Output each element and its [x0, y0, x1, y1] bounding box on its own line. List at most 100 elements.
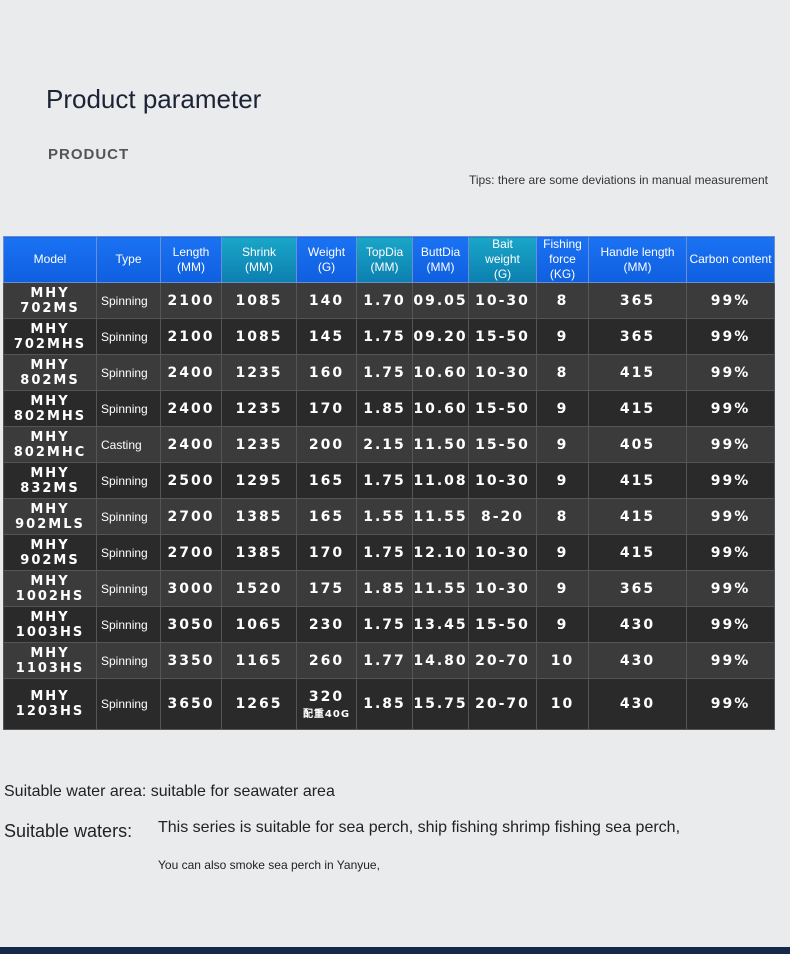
- cell-line: 802MS: [20, 372, 80, 388]
- table-cell: 10-30: [468, 570, 537, 607]
- data-row: MHY 802MHS Spinning 2400 1235 170 1.85 10.60 15-…: [3, 390, 775, 427]
- table-cell: Spinning: [96, 318, 161, 355]
- header-cell: Model: [3, 236, 97, 283]
- table-cell: Spinning: [96, 534, 161, 571]
- table-cell: MHY 802MS: [3, 354, 97, 391]
- cell-line: MHY: [30, 393, 70, 409]
- cell-line: MHY: [30, 357, 70, 373]
- table-cell: 15-50: [468, 606, 537, 643]
- cell-line: TopDia: [365, 244, 404, 259]
- cell-line: MHY: [30, 537, 70, 553]
- table-cell: 1.75: [356, 354, 413, 391]
- table-cell: 99%: [686, 354, 775, 391]
- table-cell: 2.15: [356, 426, 413, 463]
- table-cell: MHY 902MLS: [3, 498, 97, 535]
- cell-line: (MM): [426, 259, 455, 274]
- table-cell: 1065: [221, 606, 297, 643]
- table-cell: 170: [296, 534, 357, 571]
- table-cell: 405: [588, 426, 687, 463]
- cell-line: 320: [308, 688, 345, 705]
- header-cell: Type: [96, 236, 161, 283]
- table-cell: 1520: [221, 570, 297, 607]
- table-cell: 2700: [160, 498, 222, 535]
- cell-line: MHY: [30, 465, 70, 481]
- table-cell: 175: [296, 570, 357, 607]
- table-cell: 1385: [221, 498, 297, 535]
- cell-line: 1002HS: [15, 588, 85, 604]
- header-cell: Length (MM): [160, 236, 222, 283]
- table-cell: 15-50: [468, 426, 537, 463]
- table-cell: 1.55: [356, 498, 413, 535]
- table-cell: Spinning: [96, 606, 161, 643]
- cell-line: Carbon content: [689, 252, 772, 266]
- table-cell: 365: [588, 318, 687, 355]
- table-cell: 430: [588, 642, 687, 679]
- table-cell: 11.50: [412, 426, 469, 463]
- table-cell: 365: [588, 570, 687, 607]
- table-cell: 3650: [160, 678, 222, 730]
- table-cell: 9: [536, 426, 589, 463]
- cell-line: 802MHS: [13, 408, 87, 424]
- table-cell: 99%: [686, 678, 775, 730]
- table-cell: 99%: [686, 426, 775, 463]
- table-cell: MHY 1003HS: [3, 606, 97, 643]
- table-cell: 230: [296, 606, 357, 643]
- cell-line: MHY: [30, 609, 70, 625]
- table-cell: Casting: [96, 426, 161, 463]
- table-cell: 11.08: [412, 462, 469, 499]
- table-cell: 415: [588, 354, 687, 391]
- table-cell: 1.70: [356, 282, 413, 319]
- table-cell: 13.45: [412, 606, 469, 643]
- table-cell: 430: [588, 606, 687, 643]
- table-cell: Spinning: [96, 354, 161, 391]
- cell-line: Model: [33, 252, 67, 266]
- cell-line: Length: [172, 244, 210, 259]
- table-cell: 8-20: [468, 498, 537, 535]
- table-cell: 9: [536, 570, 589, 607]
- table-cell: 165: [296, 498, 357, 535]
- table-cell: 415: [588, 534, 687, 571]
- cell-line: 702MS: [20, 300, 80, 316]
- table-cell: 09.05: [412, 282, 469, 319]
- table-cell: Spinning: [96, 282, 161, 319]
- table-cell: 1085: [221, 318, 297, 355]
- table-cell: MHY 702MS: [3, 282, 97, 319]
- data-row: MHY 832MS Spinning 2500 1295 165 1.75 11.08 10-3…: [3, 462, 775, 499]
- tips: Tips: there are some deviations in manua…: [468, 173, 768, 187]
- table-cell: 1.85: [356, 390, 413, 427]
- cell-line: (MM): [245, 259, 273, 274]
- table-cell: 1165: [221, 642, 297, 679]
- cell-line: Fishing: [543, 237, 582, 252]
- table-cell: 10.60: [412, 390, 469, 427]
- table-cell: 2400: [160, 354, 222, 391]
- data-row: MHY 702MHS Spinning 2100 1085 145 1.75 09.20 15-…: [3, 318, 775, 355]
- table-cell: 12.10: [412, 534, 469, 571]
- data-row: MHY 702MS Spinning 2100 1085 140 1.70 09.05 10-3…: [3, 282, 775, 319]
- table-cell: 3050: [160, 606, 222, 643]
- water-area: Suitable water area: suitable for seawat…: [4, 783, 335, 800]
- table-cell: 9: [536, 462, 589, 499]
- table-cell: 99%: [686, 534, 775, 571]
- table-cell: 8: [536, 498, 589, 535]
- table-cell: 11.55: [412, 570, 469, 607]
- table-cell: 365: [588, 282, 687, 319]
- table-cell: MHY 1203HS: [3, 678, 97, 730]
- cell-line: MHY: [30, 321, 70, 337]
- cell-line: 802MHC: [13, 444, 87, 460]
- table-cell: 99%: [686, 318, 775, 355]
- waters-line: This series is suitable for sea perch, s…: [158, 819, 681, 836]
- table-cell: 99%: [686, 462, 775, 499]
- table-cell: MHY 1103HS: [3, 642, 97, 679]
- header-cell: Carbon content: [686, 236, 775, 283]
- cell-line: Weight: [307, 244, 346, 259]
- table-cell: 1.75: [356, 534, 413, 571]
- cell-line: (MM): [177, 259, 205, 274]
- table-cell: 160: [296, 354, 357, 391]
- table-cell: 140: [296, 282, 357, 319]
- table-cell: 2400: [160, 426, 222, 463]
- page-title: Product parameter: [46, 84, 262, 114]
- table-cell: 3000: [160, 570, 222, 607]
- table-cell: 10.60: [412, 354, 469, 391]
- cell-line: (G): [493, 267, 512, 281]
- table-cell: 320 配重40G: [296, 678, 357, 730]
